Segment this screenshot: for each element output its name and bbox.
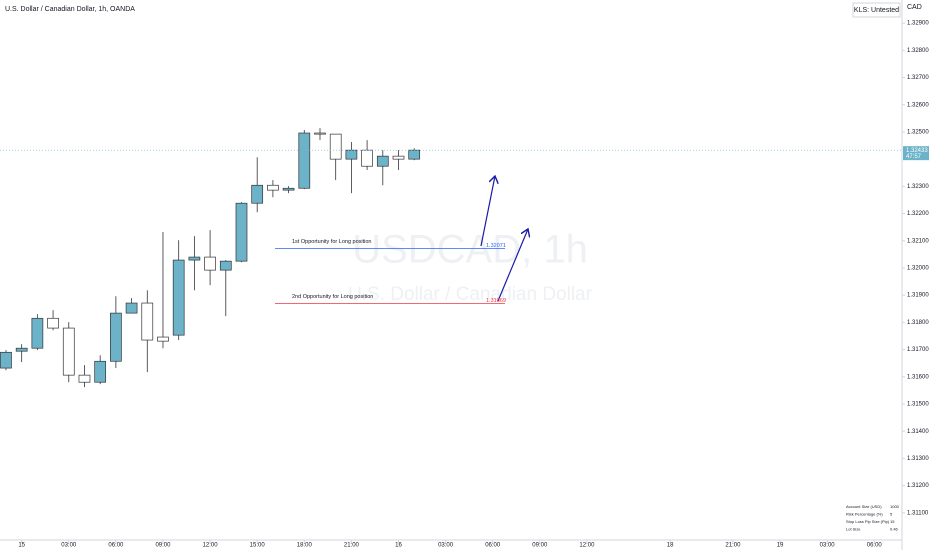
candle-body — [62, 327, 75, 376]
y-tick-label: 1.32600 — [907, 102, 929, 108]
info-value: 15 — [890, 519, 895, 524]
candle-body — [0, 351, 12, 369]
candle-body — [188, 256, 201, 261]
candle-body — [78, 374, 91, 383]
x-tick-label: 03:00 — [820, 543, 836, 549]
candle-body — [94, 360, 107, 383]
x-tick-label: 15:00 — [250, 543, 266, 549]
level-price: 1.32071 — [486, 243, 506, 249]
info-value: 0.46 — [890, 527, 899, 532]
candle-body — [47, 317, 59, 329]
x-tick-label: 12:00 — [579, 543, 595, 549]
y-tick-label: 1.32900 — [907, 21, 929, 27]
info-label: Stop Loss Pip Size (Pip) — [846, 519, 890, 524]
watermark: USDCAD, 1h — [352, 228, 588, 272]
y-tick-label: 1.31600 — [907, 374, 929, 380]
candle-body — [251, 184, 264, 204]
currency-label: CAD — [907, 4, 922, 11]
arrow — [480, 176, 495, 247]
x-tick-label: 15 — [18, 543, 25, 549]
level-text: 1st Opportunity for Long position — [292, 239, 372, 245]
candle-body — [15, 347, 28, 352]
y-tick-label: 1.31800 — [907, 320, 929, 326]
x-tick-label: 21:00 — [725, 543, 741, 549]
y-tick-label: 1.32000 — [907, 266, 929, 272]
x-tick-label: 12:00 — [203, 543, 219, 549]
plot — [0, 128, 421, 388]
x-tick-label: 06:00 — [108, 543, 124, 549]
info-value: 1000 — [890, 504, 900, 509]
x-tick-label: 18 — [667, 543, 674, 549]
x-tick-label: 03:00 — [438, 543, 454, 549]
candle-body — [204, 256, 216, 271]
info-label: Lot Size — [846, 527, 861, 532]
candle-body — [282, 187, 295, 191]
countdown-label: 47:57 — [906, 154, 922, 160]
y-tick-label: 1.31200 — [907, 483, 929, 489]
last-price-label: 1.32433 — [906, 148, 928, 154]
candle-body — [110, 312, 122, 362]
candle-body — [361, 149, 373, 167]
badge: KLS: Untested — [854, 7, 899, 14]
x-tick-label: 19 — [777, 543, 784, 549]
y-tick-label: 1.31100 — [907, 510, 929, 516]
candle-body — [345, 149, 358, 160]
y-tick-label: 1.32300 — [907, 184, 929, 190]
x-tick-label: 21:00 — [344, 543, 360, 549]
badge-box — [852, 2, 901, 18]
y-tick-label: 1.31500 — [907, 402, 929, 408]
candle-body — [235, 202, 248, 262]
y-tick-label: 1.32800 — [907, 48, 929, 54]
y-tick-label: 1.31900 — [907, 293, 929, 299]
x-tick-label: 09:00 — [155, 543, 171, 549]
candle-body — [31, 317, 44, 349]
x-tick-label: 06:00 — [485, 543, 501, 549]
candle-body — [172, 259, 185, 336]
y-tick-label: 1.31400 — [907, 429, 929, 435]
candle-body — [376, 155, 389, 167]
y-tick-label: 1.32500 — [907, 130, 929, 136]
arrow — [497, 229, 528, 302]
watermark-subtitle: U.S. Dollar / Canadian Dollar — [348, 284, 593, 305]
level-price: 1.31869 — [486, 298, 506, 304]
y-tick-label: 1.32200 — [907, 211, 929, 217]
x-tick-label: 03:00 — [61, 543, 77, 549]
last-price-tag — [903, 146, 929, 161]
candle-body — [219, 260, 232, 271]
y-tick-label: 1.32700 — [907, 75, 929, 81]
x-tick-label: 06:00 — [867, 543, 883, 549]
candle-body — [392, 155, 405, 160]
candle-body — [125, 302, 138, 314]
x-tick-label: 18:00 — [297, 543, 313, 549]
x-tick-label: 16 — [395, 543, 402, 549]
y-tick-label: 1.31300 — [907, 456, 929, 462]
info-label: Risk Percentage (%) — [846, 512, 883, 517]
y-tick-label: 1.32100 — [907, 238, 929, 244]
candle-body — [408, 149, 421, 160]
candle-body — [329, 133, 342, 160]
candle-body — [267, 184, 279, 191]
candle-body — [157, 336, 169, 342]
candle-body — [141, 302, 154, 341]
level-text: 2nd Opportunity for Long position — [292, 294, 373, 300]
info-label: Account Size (USD) — [846, 504, 882, 509]
chart-title: U.S. Dollar / Canadian Dollar, 1h, OANDA — [5, 6, 135, 13]
x-tick-label: 09:00 — [532, 543, 548, 549]
info-value: 5 — [890, 512, 893, 517]
candle-body — [314, 132, 326, 135]
candle-body — [298, 132, 311, 189]
y-tick-label: 1.31700 — [907, 347, 929, 353]
